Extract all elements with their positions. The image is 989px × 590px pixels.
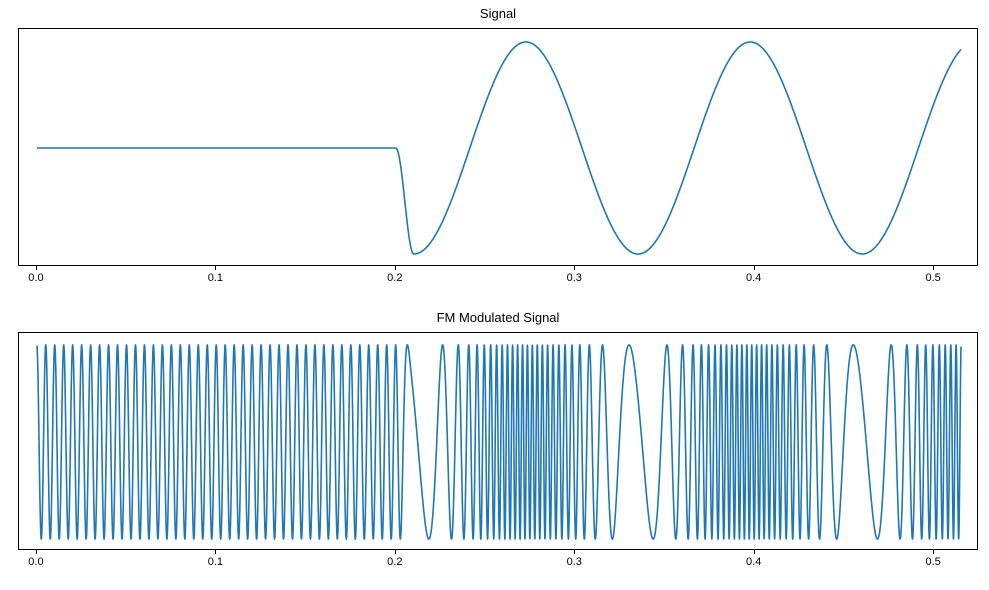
xtick-label: 0.5 <box>925 556 940 568</box>
xtick-label: 0.1 <box>208 556 223 568</box>
subplot-signal: Signal 0.00.10.20.30.40.5 <box>18 28 978 266</box>
axes-frame-fm <box>18 332 978 550</box>
line-plot-signal <box>19 29 979 267</box>
xtick-mark <box>574 550 575 554</box>
xtick-label: 0.3 <box>567 556 582 568</box>
xtick-label: 0.4 <box>746 556 761 568</box>
xtick-mark <box>754 266 755 270</box>
plot-title-signal: Signal <box>18 6 978 21</box>
plot-title-fm: FM Modulated Signal <box>18 310 978 325</box>
xtick-mark <box>933 550 934 554</box>
xtick-label: 0.4 <box>746 272 761 284</box>
subplot-fm: FM Modulated Signal 0.00.10.20.30.40.5 <box>18 332 978 550</box>
xtick-mark <box>36 550 37 554</box>
line-plot-fm <box>19 333 979 551</box>
xtick-mark <box>36 266 37 270</box>
xtick-label: 0.1 <box>208 272 223 284</box>
xtick-label: 0.3 <box>567 272 582 284</box>
xtick-label: 0.2 <box>387 272 402 284</box>
xtick-label: 0.0 <box>28 272 43 284</box>
xtick-mark <box>395 550 396 554</box>
figure: Signal 0.00.10.20.30.40.5 FM Modulated S… <box>0 0 989 590</box>
xtick-mark <box>395 266 396 270</box>
xtick-mark <box>754 550 755 554</box>
axes-frame-signal <box>18 28 978 266</box>
xtick-mark <box>574 266 575 270</box>
xtick-mark <box>215 266 216 270</box>
xtick-label: 0.0 <box>28 556 43 568</box>
xtick-label: 0.2 <box>387 556 402 568</box>
xtick-label: 0.5 <box>925 272 940 284</box>
xtick-mark <box>215 550 216 554</box>
xtick-mark <box>933 266 934 270</box>
